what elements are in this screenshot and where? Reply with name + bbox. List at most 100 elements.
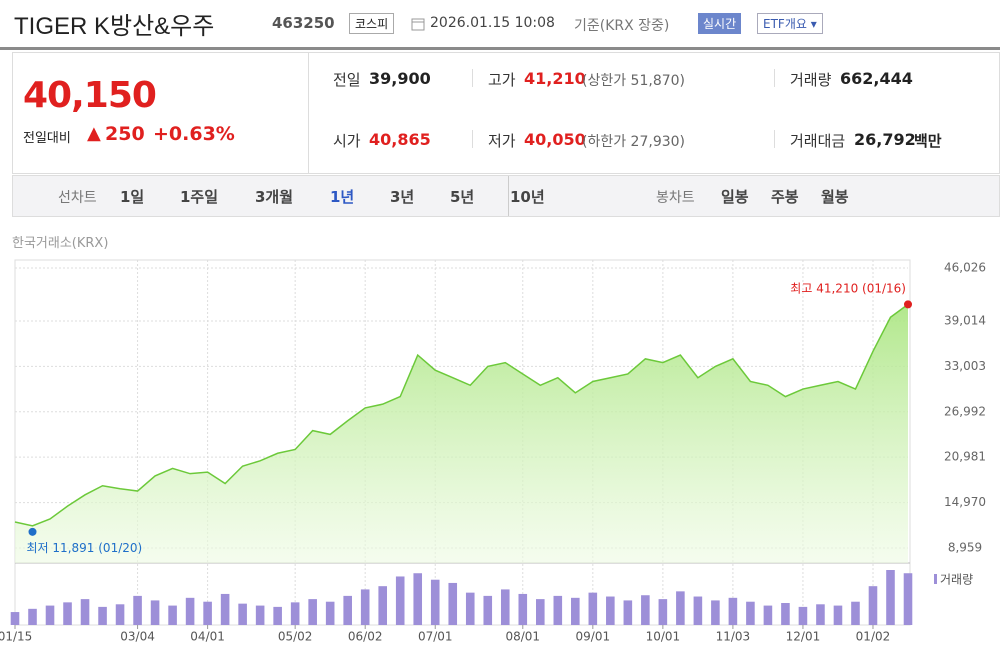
plot-frame xyxy=(14,259,911,626)
volume-legend-swatch xyxy=(934,574,937,584)
x-tick-label: 10/01 xyxy=(646,630,681,644)
divider xyxy=(308,53,309,173)
volume-bar xyxy=(711,600,720,625)
y-tick-label: 46,026 xyxy=(944,261,986,275)
x-tick-label: 03/04 xyxy=(120,630,155,644)
volume-bar xyxy=(606,596,615,625)
volume-bar xyxy=(641,595,650,625)
x-tick-label: 07/01 xyxy=(418,630,453,644)
x-tick-label: 04/01 xyxy=(190,630,225,644)
volume-bar xyxy=(220,593,230,625)
period-tab[interactable]: 5년 xyxy=(450,188,475,206)
overview-button[interactable]: ETF개요 ▾ xyxy=(757,13,823,34)
volume-legend: 거래량 xyxy=(940,573,973,587)
high-annotation: 최고 41,210 (01/16) xyxy=(790,281,906,295)
volume-bar xyxy=(185,597,195,625)
line-chart-label: 선차트 xyxy=(58,190,97,206)
volume-bar xyxy=(255,605,265,625)
volume-bar xyxy=(886,570,895,625)
candle-chart-label: 봉차트 xyxy=(656,190,695,206)
stat-note: (상한가 51,870) xyxy=(582,73,686,89)
volume-bar xyxy=(903,573,913,625)
volume-bar xyxy=(115,604,125,625)
market-badge: 코스피 xyxy=(349,13,395,34)
period-tab[interactable]: 1일 xyxy=(120,188,145,206)
period-tab[interactable]: 1년 xyxy=(330,188,355,206)
x-tick-label: 08/01 xyxy=(505,630,540,644)
realtime-badge[interactable]: 실시간 xyxy=(698,13,742,34)
y-tick-label: 26,992 xyxy=(944,404,986,418)
x-tick-label: 01/15 xyxy=(0,630,32,644)
volume-bar xyxy=(273,606,282,625)
volume-bar xyxy=(45,605,55,625)
volume-bar xyxy=(676,591,685,625)
candle-tab[interactable]: 월봉 xyxy=(821,188,849,206)
volume-bar xyxy=(728,597,738,625)
x-tick-label: 12/01 xyxy=(786,630,821,644)
y-tick-label: 8,959 xyxy=(948,541,982,555)
volume-bar xyxy=(80,599,90,625)
volume-bar xyxy=(553,595,563,625)
stat-label: 전일 xyxy=(333,71,361,89)
volume-bar xyxy=(413,573,423,625)
volume-bar xyxy=(465,592,475,625)
x-tick-label: 06/02 xyxy=(348,630,383,644)
stat-value: 39,900 xyxy=(369,69,431,88)
chart: 46,026 39,014 33,003 26,992 20,981 14,970 8,95… xyxy=(0,259,986,644)
volume-bar xyxy=(203,601,212,625)
title: TIGER K방산&우주 xyxy=(14,13,215,40)
stat-value: 662,444 xyxy=(840,69,913,88)
high-value-label: 41,210 xyxy=(816,281,858,295)
change: 250 xyxy=(105,123,145,145)
change-pct: +0.63% xyxy=(153,123,235,145)
period-tab[interactable]: 3년 xyxy=(390,188,415,206)
volume-bar xyxy=(360,589,370,625)
volume-bar xyxy=(518,593,528,625)
price-area xyxy=(15,304,908,563)
volume-bar xyxy=(781,603,790,625)
stat-value: 40,050 xyxy=(524,130,586,149)
period-tabs: 선차트 봉차트 1일 1주일 3개월 1년 3년 5년 10년 일봉 주봉 월봉 xyxy=(12,175,1000,217)
period-tab[interactable]: 10년 xyxy=(510,188,545,206)
y-tick-label: 33,003 xyxy=(944,359,986,373)
stat-label: 거래량 xyxy=(790,71,832,89)
volume-bar xyxy=(343,595,352,625)
volume-bar xyxy=(623,600,633,625)
volume-bar xyxy=(798,606,808,625)
datetime: 2026.01.15 10:08 xyxy=(430,15,555,31)
volume-bar xyxy=(658,599,668,625)
volume-bar xyxy=(290,602,300,625)
period-tab[interactable]: 1주일 xyxy=(180,188,219,206)
candle-tab[interactable]: 주봉 xyxy=(771,188,799,206)
volume-bar xyxy=(500,589,510,625)
volume-bar xyxy=(63,602,72,625)
volume-bar xyxy=(571,597,580,625)
volume-bar xyxy=(868,586,878,625)
x-tick-label: 09/01 xyxy=(576,630,611,644)
high-label: 최고 xyxy=(790,281,812,295)
candle-tab[interactable]: 일봉 xyxy=(721,188,749,206)
price-line xyxy=(14,303,909,527)
divider xyxy=(774,130,775,148)
volume-bar xyxy=(816,604,825,625)
change-arrow: ▲ xyxy=(87,123,101,144)
volume-bar xyxy=(378,586,387,625)
x-tick-label: 01/02 xyxy=(856,630,891,644)
stat-value: 26,792 xyxy=(854,130,916,149)
stat-note: (하한가 27,930) xyxy=(582,134,686,150)
volume-bar xyxy=(746,601,755,625)
low-label: 최저 xyxy=(27,540,49,554)
stat-value: 41,210 xyxy=(524,69,586,88)
quote-box: 40,150 전일대비 ▲ 250 +0.63% 전일 39,900 고가 41,21… xyxy=(12,52,1000,174)
volume-bar xyxy=(308,599,317,625)
volume-bar xyxy=(693,596,703,625)
period-tab[interactable]: 3개월 xyxy=(255,188,294,206)
volume-bar xyxy=(430,579,440,625)
stat-label: 저가 xyxy=(488,132,516,150)
price: 40,150 xyxy=(23,75,157,116)
volume-bar xyxy=(133,595,142,625)
divider xyxy=(472,69,473,87)
y-tick-label: 20,981 xyxy=(944,450,986,464)
low-value-label: 11,891 xyxy=(52,540,94,554)
header: TIGER K방산&우주 463250 코스피 2026.01.15 10:08… xyxy=(0,0,1000,50)
